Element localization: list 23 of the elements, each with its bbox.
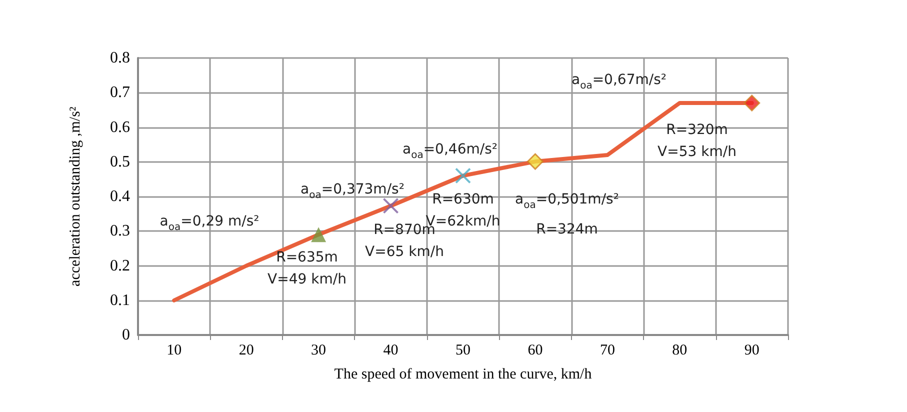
x-tick-label: 70: [600, 342, 615, 358]
y-tick-label: 0: [122, 326, 130, 344]
y-tick-label: 0.7: [110, 84, 130, 102]
x-tick-label: 20: [238, 342, 254, 358]
y-tick-label: 0.8: [110, 50, 130, 66]
annotation: R=324m: [536, 222, 598, 238]
x-tick-label: 40: [383, 342, 398, 358]
x-tick-label: 30: [311, 342, 326, 358]
y-tick-label: 0.3: [110, 222, 130, 240]
y-tick-label: 0.2: [110, 257, 130, 274]
y-tick-label: 0.5: [110, 153, 130, 170]
x-tick-label: 60: [528, 342, 543, 358]
x-tick-label: 50: [456, 342, 470, 358]
annotation: R=320m V=53 km/h: [658, 122, 736, 160]
x-tick-label: 80: [672, 342, 688, 358]
y-axis-title: acceleration outstanding ,m/s²: [68, 106, 84, 286]
x-axis-title: The speed of movement in the curve, km/h: [334, 366, 592, 382]
y-tick-label: 0.4: [110, 188, 130, 205]
x-tick-label: 90: [744, 342, 760, 358]
annotation: R=635m V=49 km/h: [268, 250, 346, 288]
y-tick-label: 0.1: [110, 292, 130, 309]
y-tick-label: 0.6: [110, 118, 130, 136]
x-tick-label: 10: [166, 342, 182, 358]
